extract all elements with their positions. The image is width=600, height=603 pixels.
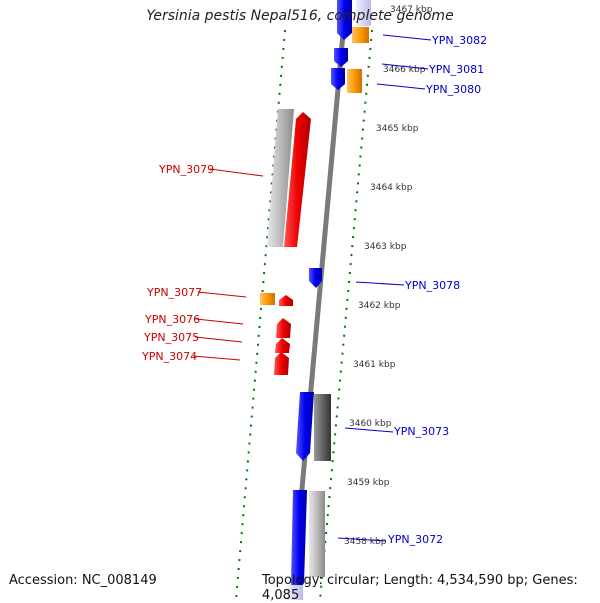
tick-label: 3459 kbp: [347, 478, 390, 488]
gene-label[interactable]: YPN_3080: [425, 83, 481, 96]
tick-label: 3463 kbp: [364, 242, 407, 252]
outer-track-boundary: [319, 29, 373, 600]
gene-label[interactable]: YPN_3076: [144, 313, 200, 326]
gene-YPN-3083[interactable]: [337, 0, 352, 40]
gene-features: [260, 0, 371, 600]
gene-label[interactable]: YPN_3077: [146, 286, 202, 299]
gene-YPN-3079[interactable]: [284, 112, 311, 247]
gene-pale-top[interactable]: [356, 0, 371, 26]
gene-YPN-3081a[interactable]: [334, 48, 348, 67]
gene-gray-3072[interactable]: [309, 491, 325, 577]
gene-label[interactable]: YPN_3074: [141, 350, 197, 363]
tick-label: 3466 kbp: [383, 65, 426, 75]
gene-dark-3073[interactable]: [314, 394, 331, 461]
gene-YPN-3080[interactable]: [347, 69, 362, 93]
map-title: Yersinia pestis Nepal516, complete genom…: [146, 8, 454, 24]
gene-labels: YPN_3082 YPN_3081 YPN_3080 YPN_3079 YPN_…: [141, 34, 487, 546]
tick-labels: 3467 kbp 3466 kbp 3465 kbp 3464 kbp 3463…: [344, 5, 433, 547]
gene-label[interactable]: YPN_3072: [387, 533, 443, 546]
tick-label: 3462 kbp: [358, 301, 401, 311]
gene-label[interactable]: YPN_3078: [404, 279, 460, 292]
gene-YPN-3076[interactable]: [276, 318, 291, 338]
tick-label: 3465 kbp: [376, 124, 419, 134]
gene-gray-3079[interactable]: [267, 109, 294, 247]
gene-pale-bottom[interactable]: [287, 585, 303, 600]
gene-YPN-3072[interactable]: [291, 490, 307, 593]
gene-YPN-3075[interactable]: [275, 338, 290, 353]
gene-YPN-3074[interactable]: [274, 352, 289, 375]
label-leaders: [192, 34, 432, 542]
gene-YPN-3078[interactable]: [309, 268, 322, 288]
gene-YPN-3073[interactable]: [296, 392, 314, 461]
gene-YPN-3082[interactable]: [352, 27, 369, 43]
tick-label: 3458 kbp: [344, 537, 387, 547]
genome-summary-text: Topology: circular; Length: 4,534,590 bp…: [262, 573, 578, 603]
gene-YPN-3077-red[interactable]: [279, 295, 293, 306]
tick-label: 3460 kbp: [349, 419, 392, 429]
gene-label[interactable]: YPN_3082: [431, 34, 487, 47]
tick-label: 3467 kbp: [390, 5, 433, 15]
gene-label[interactable]: YPN_3081: [428, 63, 484, 76]
gene-label[interactable]: YPN_3073: [393, 425, 449, 438]
accession-text: Accession: NC_008149: [9, 573, 157, 588]
gene-YPN-3077[interactable]: [260, 293, 275, 305]
gene-YPN-3081b[interactable]: [331, 68, 345, 90]
tick-label: 3464 kbp: [370, 183, 413, 193]
gene-label[interactable]: YPN_3079: [158, 163, 214, 176]
gene-label[interactable]: YPN_3075: [143, 331, 199, 344]
tick-label: 3461 kbp: [353, 360, 396, 370]
